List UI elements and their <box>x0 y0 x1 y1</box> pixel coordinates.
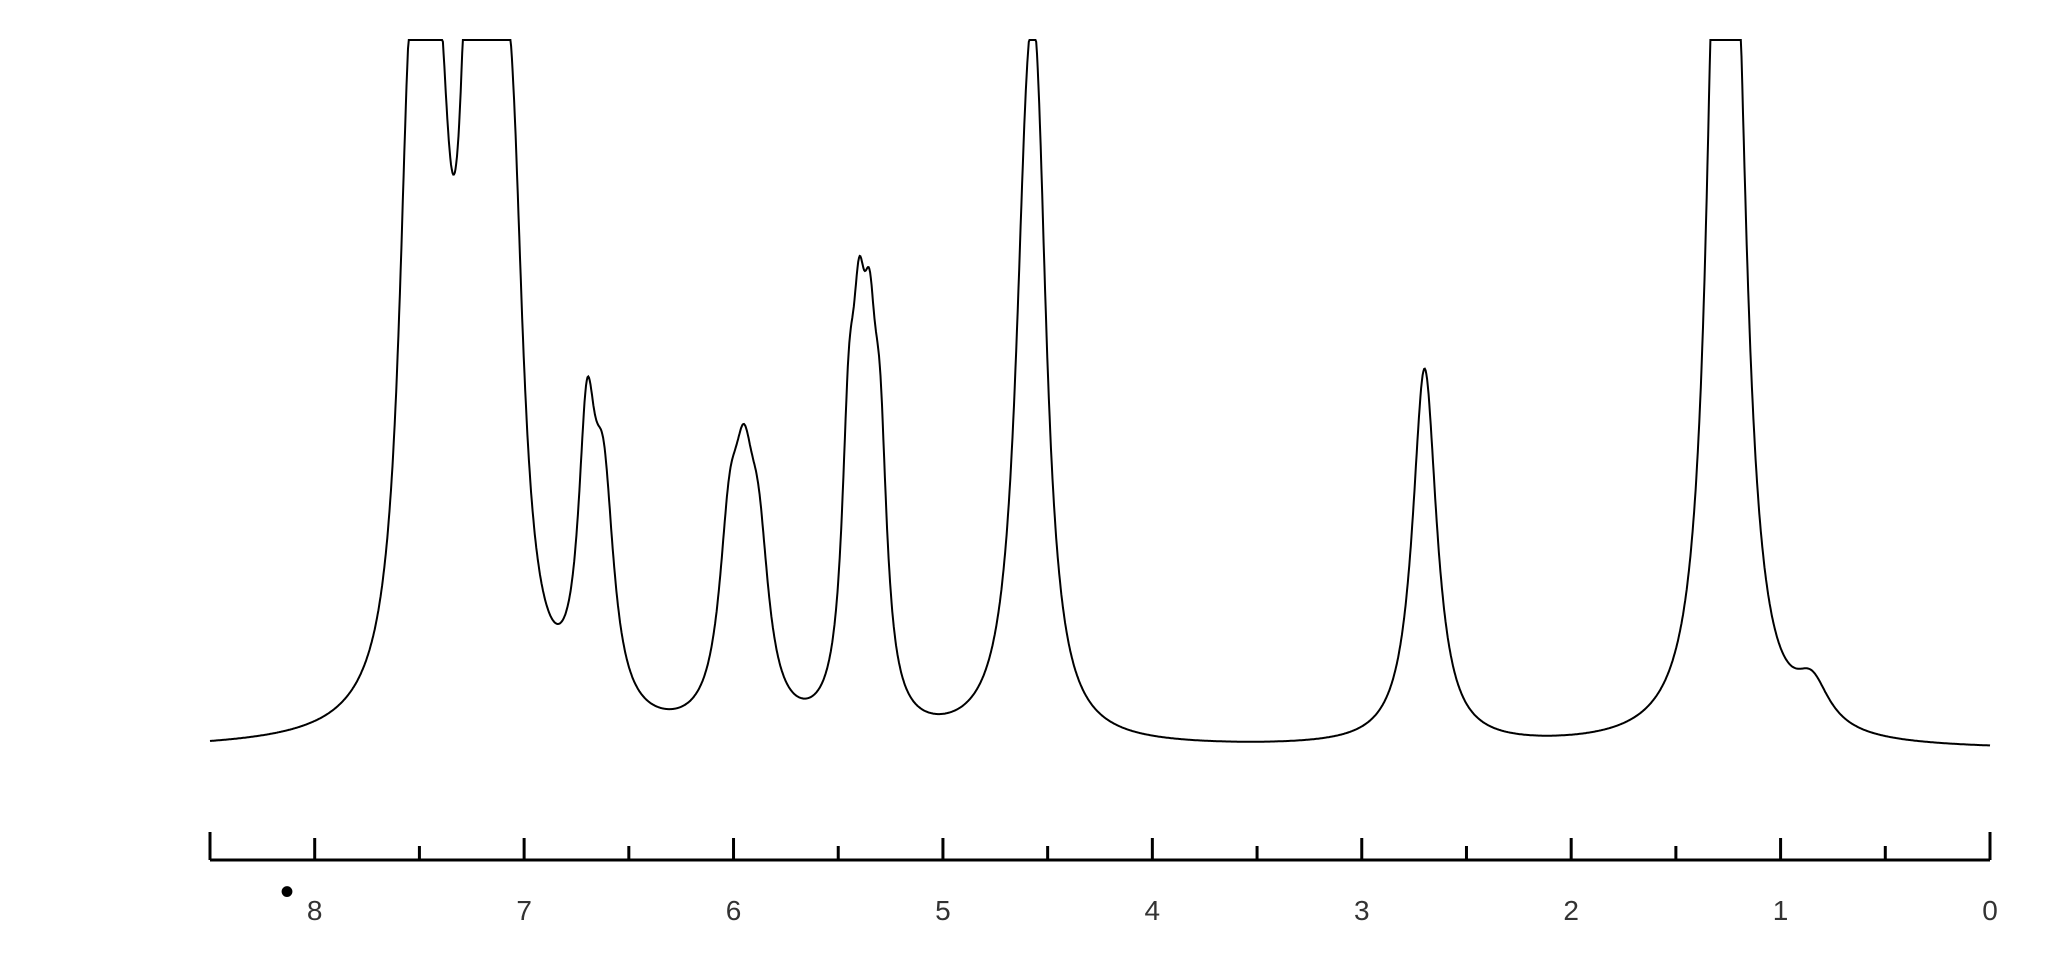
x-tick-label: 4 <box>1145 895 1161 927</box>
x-tick-label: 5 <box>935 895 951 927</box>
spectrum-svg <box>0 0 2060 976</box>
x-tick-label: 7 <box>516 895 532 927</box>
bullet-marker: • <box>280 870 294 915</box>
x-tick-label: 1 <box>1773 895 1789 927</box>
nmr-chart: 0 1 2 3 4 5 6 7 8 • <box>0 0 2060 976</box>
x-tick-label: 2 <box>1563 895 1579 927</box>
x-tick-label: 8 <box>307 895 323 927</box>
spectrum-trace <box>210 40 1990 746</box>
x-tick-label: 0 <box>1982 895 1998 927</box>
x-tick-label: 6 <box>726 895 742 927</box>
x-tick-label: 3 <box>1354 895 1370 927</box>
